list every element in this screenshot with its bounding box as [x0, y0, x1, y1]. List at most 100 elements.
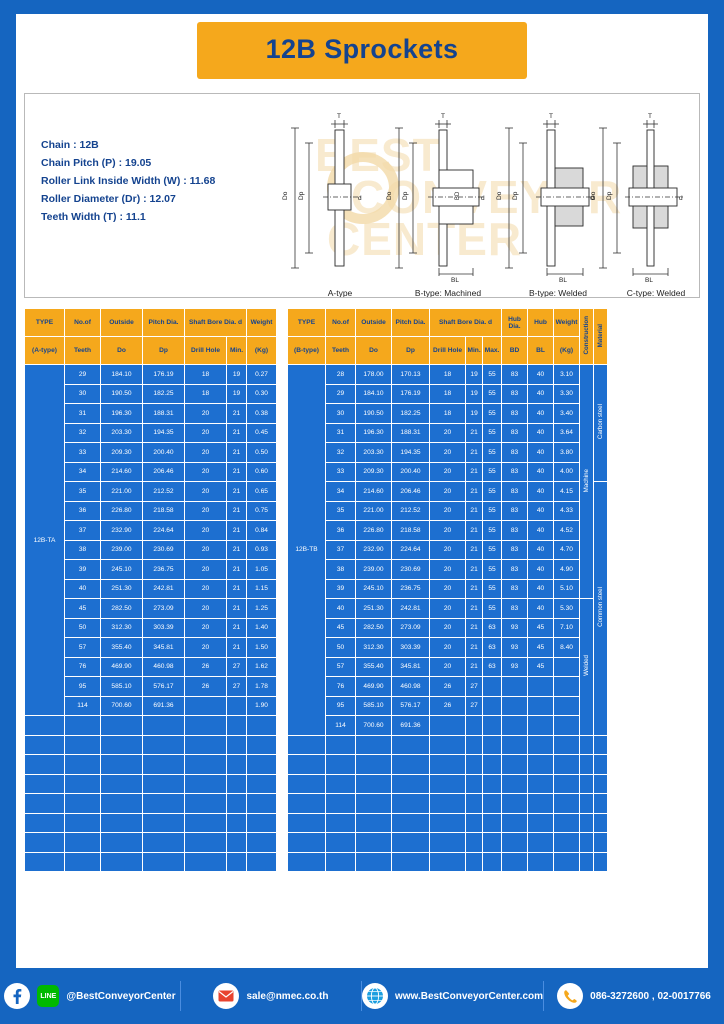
- cell: 38: [64, 539, 101, 560]
- cell: [100, 793, 143, 814]
- cell-construction-welded: Welded: [579, 598, 594, 736]
- page-title: 12B Sprockets: [265, 34, 459, 64]
- cell: 26: [428, 695, 467, 716]
- cell: [553, 832, 580, 853]
- cell: 93: [501, 637, 528, 658]
- cell: 39: [325, 578, 356, 599]
- th-b-bd: BD: [501, 336, 528, 365]
- cell: [553, 851, 580, 872]
- cell: [501, 754, 528, 775]
- cell: 182.25: [391, 403, 430, 424]
- cell: [64, 715, 101, 736]
- svg-text:T: T: [648, 113, 652, 120]
- cell: 45: [527, 637, 554, 658]
- cell: 239.00: [100, 539, 143, 560]
- cell: [593, 734, 608, 755]
- cell: [142, 754, 185, 775]
- cell: 63: [482, 617, 502, 638]
- cell: 36: [64, 500, 101, 521]
- spec-line-pitch: Chain Pitch (P) : 19.05: [41, 157, 152, 169]
- th-b-bl: BL: [527, 336, 554, 365]
- th-b-hub: Hub: [527, 308, 554, 337]
- cell: 20: [428, 656, 467, 677]
- cell: 83: [501, 500, 528, 521]
- footer-website[interactable]: www.BestConveyorCenter.com: [362, 983, 543, 1009]
- cell: [100, 715, 143, 736]
- th-a-type: TYPE: [24, 308, 65, 337]
- footer-bar: LINE @BestConveyorCenter sale@nmec.co.th…: [0, 968, 724, 1024]
- th-b-construction: Construction: [579, 308, 594, 365]
- cell: 20: [183, 403, 228, 424]
- cell: [527, 793, 554, 814]
- svg-text:d: d: [481, 195, 485, 202]
- cell: 303.39: [142, 617, 185, 638]
- cell: [553, 676, 580, 697]
- footer-phone-label: 086-3272600 , 02-0017766: [590, 990, 711, 1002]
- cell: [100, 851, 143, 872]
- cell: 83: [501, 422, 528, 443]
- footer-phone[interactable]: 086-3272600 , 02-0017766: [544, 983, 724, 1009]
- cell: 3.40: [553, 403, 580, 424]
- footer-facebook[interactable]: LINE @BestConveyorCenter: [0, 983, 180, 1009]
- svg-text:BL: BL: [451, 277, 459, 283]
- cell: [355, 832, 392, 853]
- cell: [226, 851, 247, 872]
- cell: 95: [325, 695, 356, 716]
- cell: 21: [226, 403, 247, 424]
- cell: 585.10: [100, 676, 143, 697]
- table-row-empty: [287, 832, 608, 853]
- cell: [246, 793, 277, 814]
- cell: 26: [183, 676, 228, 697]
- cell: 55: [482, 559, 502, 580]
- cell: 57: [64, 637, 101, 658]
- cell: 21: [465, 442, 484, 463]
- cell: [428, 793, 467, 814]
- cell: [142, 832, 185, 853]
- cell: 27: [465, 676, 484, 697]
- cell: 190.50: [100, 383, 143, 404]
- cell: [64, 812, 101, 833]
- cell: [355, 812, 392, 833]
- cell: 209.30: [100, 442, 143, 463]
- footer-email[interactable]: sale@nmec.co.th: [181, 983, 361, 1009]
- cell: [24, 812, 65, 833]
- cell: 114: [325, 715, 356, 736]
- cell: [482, 715, 502, 736]
- cell: 55: [482, 383, 502, 404]
- svg-text:Do: Do: [590, 191, 597, 200]
- cell: 50: [64, 617, 101, 638]
- spec-line-chain: Chain : 12B: [41, 139, 99, 151]
- cell: 55: [482, 578, 502, 599]
- table-row: 12B-TA 29 184.10 176.19 18 19 0.27: [24, 364, 277, 716]
- cell: [325, 832, 356, 853]
- cell: 26: [428, 676, 467, 697]
- cell: 212.52: [391, 500, 430, 521]
- cell: 691.36: [142, 695, 185, 716]
- cell: 21: [226, 598, 247, 619]
- cell: [64, 793, 101, 814]
- cell: 20: [183, 520, 228, 541]
- cell: 45: [527, 617, 554, 638]
- svg-text:Dp: Dp: [402, 191, 409, 200]
- cell: 585.10: [355, 695, 392, 716]
- cell: [142, 715, 185, 736]
- table-row-empty: [287, 734, 608, 755]
- cell: 27: [465, 695, 484, 716]
- cell: 20: [183, 500, 228, 521]
- cell-type-label: 12B-TA: [24, 364, 65, 716]
- svg-text:d: d: [679, 195, 683, 202]
- cell: [482, 695, 502, 716]
- cell: 32: [64, 422, 101, 443]
- svg-text:BL: BL: [559, 277, 567, 283]
- cell: 226.80: [100, 500, 143, 521]
- cell: 232.90: [355, 539, 392, 560]
- cell: 83: [501, 481, 528, 502]
- spec-line-roller-dia: Roller Diameter (Dr) : 12.07: [41, 193, 176, 205]
- globe-icon: [362, 983, 388, 1009]
- svg-text:Dp: Dp: [606, 191, 613, 200]
- cell: 45: [64, 598, 101, 619]
- cell: 55: [482, 500, 502, 521]
- th-a-teeth-sub: Teeth: [64, 336, 101, 365]
- cell: 55: [482, 461, 502, 482]
